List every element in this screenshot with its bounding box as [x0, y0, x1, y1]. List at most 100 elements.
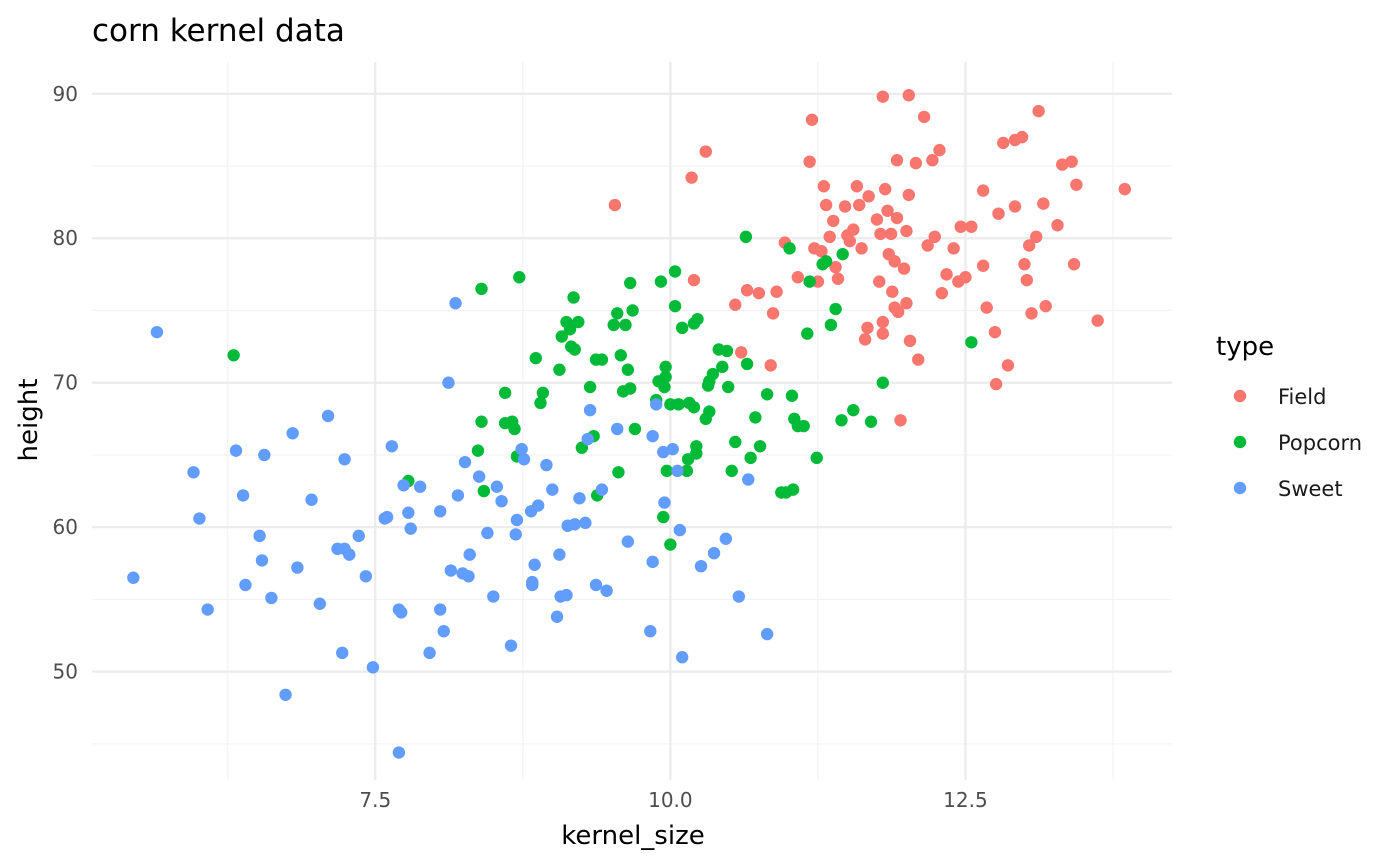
data-point	[1118, 182, 1131, 196]
data-point	[660, 464, 674, 478]
data-point	[471, 444, 485, 457]
data-point	[568, 518, 581, 531]
data-point	[824, 318, 838, 332]
data-point	[897, 262, 911, 275]
data-point	[764, 359, 777, 372]
data-point	[658, 496, 671, 509]
data-point	[928, 230, 941, 244]
data-point	[649, 398, 663, 411]
legend-label: Sweet	[1278, 477, 1343, 501]
data-point	[475, 282, 488, 296]
data-point	[644, 624, 657, 638]
x-tick-label: 10.0	[648, 788, 693, 812]
data-point	[902, 188, 915, 202]
legend-item-sweet: Sweet	[1233, 477, 1343, 501]
data-point	[729, 298, 742, 311]
data-point	[1065, 155, 1078, 168]
data-point	[291, 561, 304, 574]
data-point	[258, 448, 271, 462]
data-point	[573, 492, 586, 505]
data-point	[555, 330, 568, 343]
data-point	[600, 584, 613, 597]
chart-title: corn kernel data	[92, 13, 345, 49]
data-point	[560, 588, 573, 602]
data-point	[891, 305, 905, 319]
data-point	[836, 247, 849, 261]
data-point	[229, 444, 243, 457]
data-point	[770, 285, 783, 298]
data-point	[721, 380, 735, 394]
data-point	[947, 242, 960, 255]
data-point	[749, 411, 762, 424]
data-point	[359, 570, 373, 583]
x-tick-label: 7.5	[359, 788, 391, 812]
data-point	[876, 315, 890, 329]
data-point	[239, 578, 252, 592]
data-point	[624, 276, 637, 290]
data-point	[380, 510, 394, 524]
data-point	[442, 376, 455, 389]
data-point	[553, 363, 566, 376]
data-point	[433, 505, 447, 518]
data-point	[475, 415, 488, 428]
data-point	[495, 494, 508, 508]
data-point	[611, 422, 624, 436]
data-point	[884, 227, 898, 241]
data-point	[862, 190, 875, 203]
data-point	[694, 559, 708, 573]
data-point	[392, 746, 406, 759]
data-point	[823, 230, 836, 244]
data-point	[1030, 230, 1043, 244]
data-point	[1037, 197, 1050, 210]
data-point	[526, 575, 539, 589]
data-point	[719, 532, 733, 545]
data-point	[487, 590, 500, 603]
data-point	[1015, 130, 1029, 144]
data-point	[579, 516, 592, 530]
data-point	[657, 510, 670, 524]
data-point	[451, 489, 465, 502]
data-point	[954, 220, 967, 233]
data-point	[614, 349, 627, 362]
data-point	[581, 432, 594, 446]
data-point	[753, 440, 767, 453]
data-point	[675, 321, 689, 335]
data-point	[835, 414, 848, 427]
data-point	[626, 304, 639, 317]
data-point	[900, 297, 913, 310]
data-point	[659, 360, 672, 374]
data-point	[668, 265, 682, 278]
data-point	[1022, 239, 1036, 252]
data-point	[517, 453, 531, 466]
data-point	[707, 546, 721, 560]
data-point	[572, 315, 585, 329]
data-point	[510, 513, 524, 527]
data-point	[900, 224, 913, 238]
data-point	[921, 239, 934, 252]
data-point	[150, 325, 164, 339]
data-point	[740, 357, 754, 371]
data-point	[568, 343, 581, 356]
data-point	[508, 422, 521, 436]
y-tick-label: 70	[53, 371, 78, 395]
data-point	[672, 398, 685, 411]
series-popcorn	[227, 230, 978, 551]
data-point	[803, 275, 816, 288]
data-point	[504, 639, 518, 652]
data-point	[853, 198, 866, 212]
x-axis-tick-labels: 7.5 10.0 12.5	[359, 788, 987, 812]
data-point	[534, 396, 547, 410]
data-point	[659, 370, 672, 384]
data-point	[831, 272, 845, 285]
data-point	[553, 548, 566, 561]
data-point	[742, 473, 755, 486]
data-point	[664, 538, 677, 551]
data-point	[255, 554, 269, 567]
data-point	[785, 389, 799, 402]
data-point	[612, 466, 625, 479]
data-point	[608, 198, 622, 212]
data-point	[477, 484, 491, 498]
data-point	[850, 180, 864, 193]
data-point	[619, 318, 632, 332]
